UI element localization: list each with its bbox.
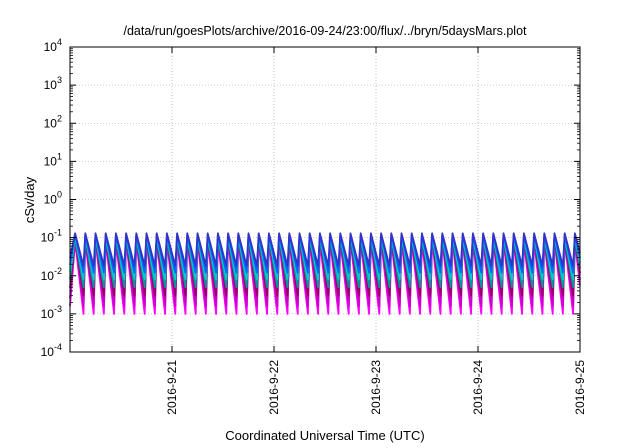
y-tick-label: 10-3 <box>41 304 62 321</box>
y-tick-label: 102 <box>44 113 62 130</box>
series-group <box>69 232 581 315</box>
x-tick-label: 2016-9-25 <box>573 360 587 415</box>
chart-title: /data/run/goesPlots/archive/2016-09-24/2… <box>123 24 527 38</box>
x-tick-label: 2016-9-21 <box>165 360 179 415</box>
y-tick-label: 103 <box>44 75 62 92</box>
series-line-6 <box>69 232 581 267</box>
y-tick-label: 104 <box>44 37 62 54</box>
y-tick-label: 10-2 <box>41 266 62 283</box>
y-tick-labels: 10-4 10-3 10-2 10-1 100 101 102 103 104 <box>41 37 62 359</box>
x-tick-label: 2016-9-23 <box>369 360 383 415</box>
y-tick-label: 100 <box>44 190 62 207</box>
y-axis-label: cSv/day <box>22 176 37 223</box>
x-tick-label: 2016-9-22 <box>267 360 281 415</box>
x-tick-label: 2016-9-24 <box>471 360 485 415</box>
x-tick-labels: 2016-9-21 2016-9-22 2016-9-23 2016-9-24 2016… <box>165 360 587 415</box>
y-tick-label: 10-4 <box>41 342 62 359</box>
grid <box>70 47 580 352</box>
y-tick-label: 101 <box>44 151 62 168</box>
ticks <box>70 46 581 353</box>
y-tick-label: 10-1 <box>41 228 62 245</box>
x-axis-label: Coordinated Universal Time (UTC) <box>225 428 424 443</box>
